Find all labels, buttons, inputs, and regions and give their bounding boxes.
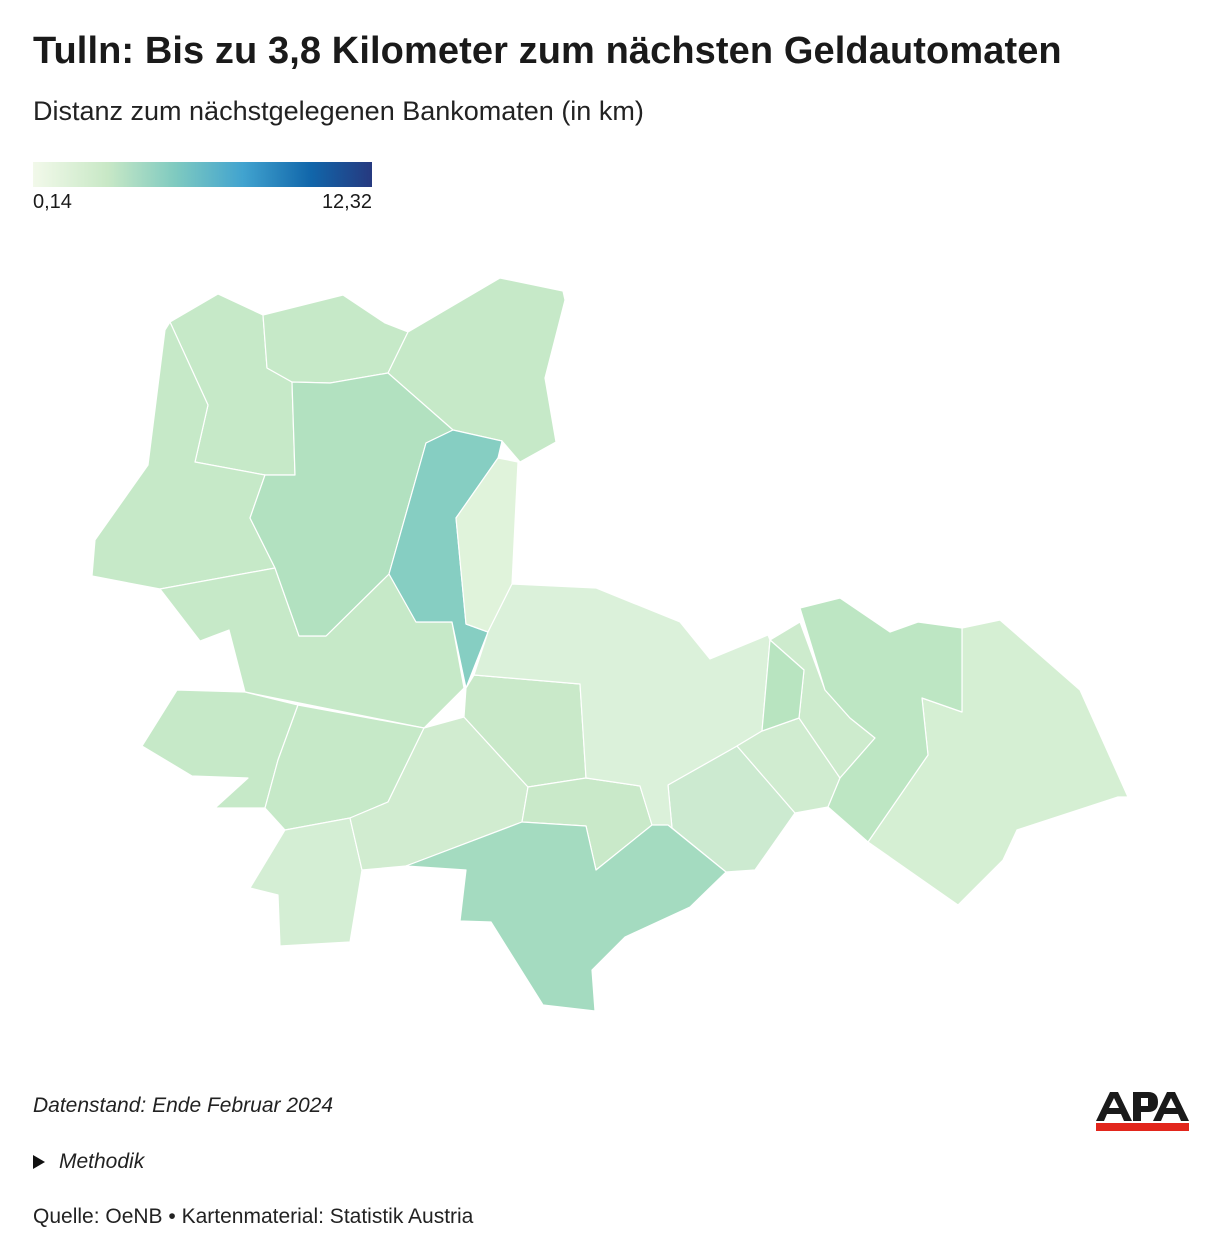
legend-labels: 0,14 12,32 xyxy=(33,187,372,213)
legend-gradient-bar xyxy=(33,162,372,187)
color-legend: 0,14 12,32 xyxy=(33,162,372,213)
map-region[interactable] xyxy=(405,821,727,1012)
legend-max-label: 12,32 xyxy=(321,191,372,213)
map-region[interactable] xyxy=(761,639,805,732)
source-note: Quelle: OeNB • Kartenmaterial: Statistik… xyxy=(33,1205,474,1228)
legend-min-label: 0,14 xyxy=(33,191,72,213)
page-subtitle: Distanz zum nächstgelegenen Bankomaten (… xyxy=(33,96,644,126)
map-region[interactable] xyxy=(262,294,409,384)
page-title: Tulln: Bis zu 3,8 Kilometer zum nächsten… xyxy=(33,30,1062,72)
map-region[interactable] xyxy=(799,597,963,843)
disclosure-triangle-icon[interactable] xyxy=(33,1155,45,1169)
map-region[interactable] xyxy=(141,689,299,809)
map-region[interactable] xyxy=(249,372,454,637)
methodik-label[interactable]: Methodik xyxy=(59,1150,145,1173)
choropleth-map xyxy=(91,277,1129,1012)
map-region[interactable] xyxy=(249,817,363,947)
apa-logo xyxy=(1096,1092,1189,1131)
methodik-toggle[interactable]: Methodik xyxy=(33,1150,144,1174)
map-region[interactable] xyxy=(473,583,771,829)
data-date-note: Datenstand: Ende Februar 2024 xyxy=(33,1094,334,1117)
